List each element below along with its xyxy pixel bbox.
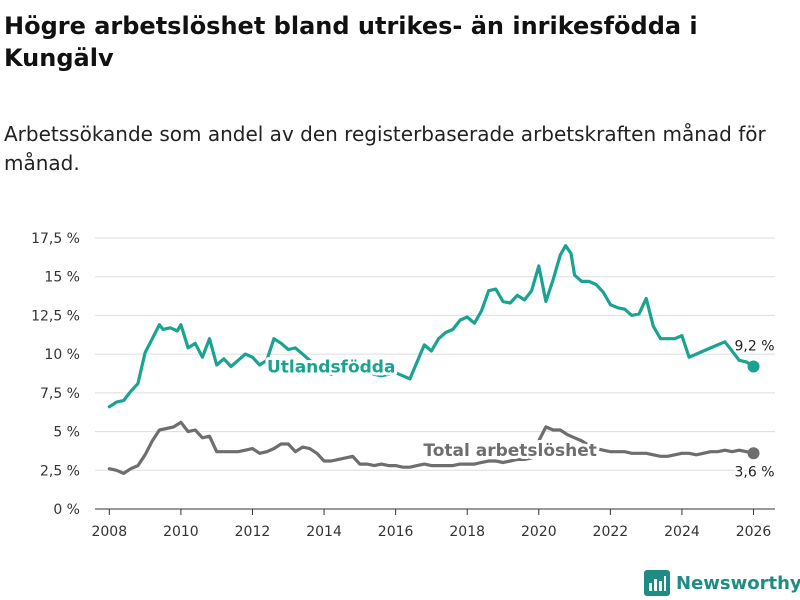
end-value-label: 3,6 % [735, 464, 775, 480]
axes: 0 % 2,5 % 5 % 7,5 % 10 % 12,5 % 15 % 17,5 % 2008… [31, 231, 775, 540]
x-tick-label: 2018 [449, 524, 485, 540]
x-tick-label: 2014 [306, 524, 342, 540]
y-tick-label: 5 % [53, 425, 80, 441]
x-tick-label: 2020 [521, 524, 557, 540]
series-line-utlandsfodda [107, 244, 756, 409]
x-tick-label: 2012 [235, 524, 271, 540]
newsworthy-logo: Newsworthy [644, 568, 800, 598]
y-tick-label: 12,5 % [31, 308, 80, 324]
data-labels: Utlandsfödda Total arbetslöshet 9,2 % 3,6 % [264, 337, 777, 483]
y-tick-label: 0 % [53, 502, 80, 518]
x-tick-label: 2024 [664, 524, 700, 540]
chart-title: Högre arbetslöshet bland utrikes- än inr… [4, 12, 698, 72]
series-lines [107, 244, 756, 475]
bar-chart-icon [644, 570, 670, 596]
series-annotation-label: Total arbetslöshet [423, 441, 597, 461]
x-tick-label: 2010 [163, 524, 199, 540]
y-tick-label: 17,5 % [31, 231, 80, 247]
y-tick-label: 2,5 % [40, 463, 80, 479]
end-value-label: 9,2 % [735, 339, 775, 355]
logo-text: Newsworthy [676, 572, 800, 594]
y-tick-label: 10 % [44, 347, 80, 363]
grid-lines [95, 237, 775, 471]
y-tick-label: 15 % [44, 270, 80, 286]
chart-subtitle: Arbetssökande som andel av den registerb… [4, 122, 766, 175]
y-tick-label: 7,5 % [40, 386, 80, 402]
end-point-marker [747, 447, 760, 460]
x-tick-label: 2008 [91, 524, 127, 540]
series-line-total [107, 420, 756, 475]
end-point-marker [747, 360, 760, 373]
x-tick-label: 2026 [736, 524, 772, 540]
series-annotation-label: Utlandsfödda [267, 358, 396, 378]
x-tick-label: 2016 [378, 524, 414, 540]
x-tick-label: 2022 [593, 524, 629, 540]
